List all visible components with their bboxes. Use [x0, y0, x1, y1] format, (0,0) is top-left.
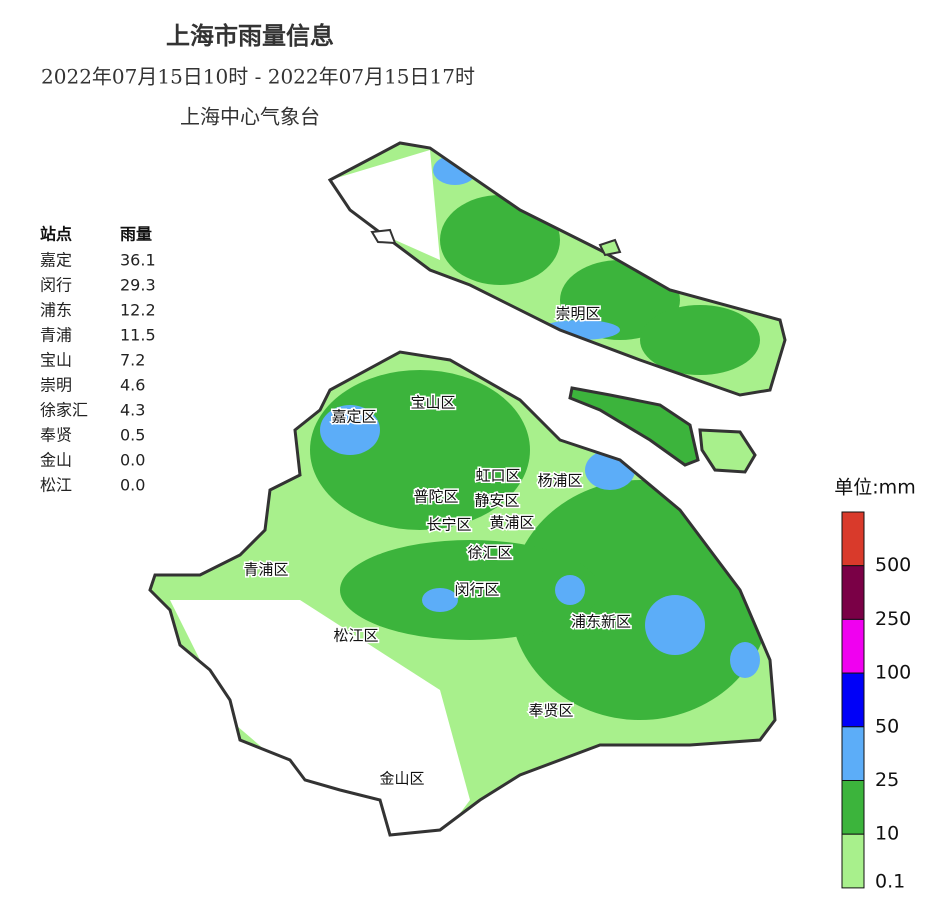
- table-cell: 金山: [40, 451, 72, 470]
- table-cell: 嘉定: [40, 251, 72, 270]
- legend-swatch: [841, 565, 865, 620]
- district-label: 浦东新区: [571, 613, 631, 631]
- table-cell: 0.0: [120, 451, 145, 470]
- table-cell: 青浦: [40, 326, 72, 345]
- district-label: 杨浦区: [537, 472, 582, 490]
- district-label: 松江区: [333, 627, 378, 645]
- table-cell: 徐家汇: [40, 401, 88, 420]
- legend-swatch: [841, 672, 865, 728]
- table-cell: 4.6: [120, 376, 145, 395]
- district-label: 青浦区: [243, 561, 288, 579]
- legend-swatch: [841, 511, 865, 567]
- legend-swatch: [841, 833, 865, 889]
- district-label: 宝山区: [410, 394, 455, 412]
- district-label: 金山区: [379, 770, 424, 788]
- table-cell: 12.2: [120, 301, 156, 320]
- legend-label: 50: [875, 715, 899, 737]
- issuer: 上海中心气象台: [180, 105, 320, 129]
- legend: 单位:mm 500 250 100 50 25 10 0.1: [834, 477, 915, 893]
- table-cell: 7.2: [120, 351, 145, 370]
- table-cell: 0.0: [120, 476, 145, 495]
- table-header: 雨量: [120, 225, 152, 244]
- district-label: 嘉定区: [331, 408, 376, 426]
- table-cell: 36.1: [120, 251, 156, 270]
- district-label: 崇明区: [555, 305, 600, 323]
- table-cell: 闵行: [40, 276, 72, 295]
- table-cell: 29.3: [120, 276, 156, 295]
- district-label: 黄浦区: [489, 514, 534, 532]
- subtitle: 2022年07月15日10时 - 2022年07月15日17时: [41, 65, 475, 89]
- legend-label: 100: [875, 662, 911, 684]
- table-cell: 0.5: [120, 426, 145, 445]
- title: 上海市雨量信息: [166, 22, 334, 50]
- table-cell: 松江: [40, 476, 72, 495]
- table-header: 站点: [40, 225, 72, 244]
- legend-swatch: [841, 618, 865, 674]
- district-label: 长宁区: [426, 516, 471, 534]
- table-cell: 11.5: [120, 326, 156, 345]
- district-label: 奉贤区: [528, 702, 573, 720]
- table-cell: 4.3: [120, 401, 145, 420]
- legend-label: 250: [875, 608, 911, 630]
- table-cell: 崇明: [40, 376, 72, 395]
- table-cell: 宝山: [40, 351, 72, 370]
- legend-label: 500: [875, 554, 911, 576]
- legend-swatch: [841, 726, 865, 781]
- district-label: 静安区: [474, 492, 519, 510]
- district-label: 普陀区: [413, 488, 458, 506]
- district-label: 虹口区: [475, 467, 520, 485]
- legend-label: 10: [875, 823, 899, 845]
- legend-title: 单位:mm: [834, 477, 915, 499]
- district-label: 闵行区: [454, 581, 499, 599]
- legend-label: 25: [875, 769, 899, 791]
- district-label: 徐汇区: [467, 544, 512, 562]
- legend-swatch: [841, 780, 865, 835]
- table-cell: 奉贤: [40, 426, 72, 445]
- table-cell: 浦东: [40, 301, 72, 320]
- legend-label: 0.1: [875, 870, 905, 892]
